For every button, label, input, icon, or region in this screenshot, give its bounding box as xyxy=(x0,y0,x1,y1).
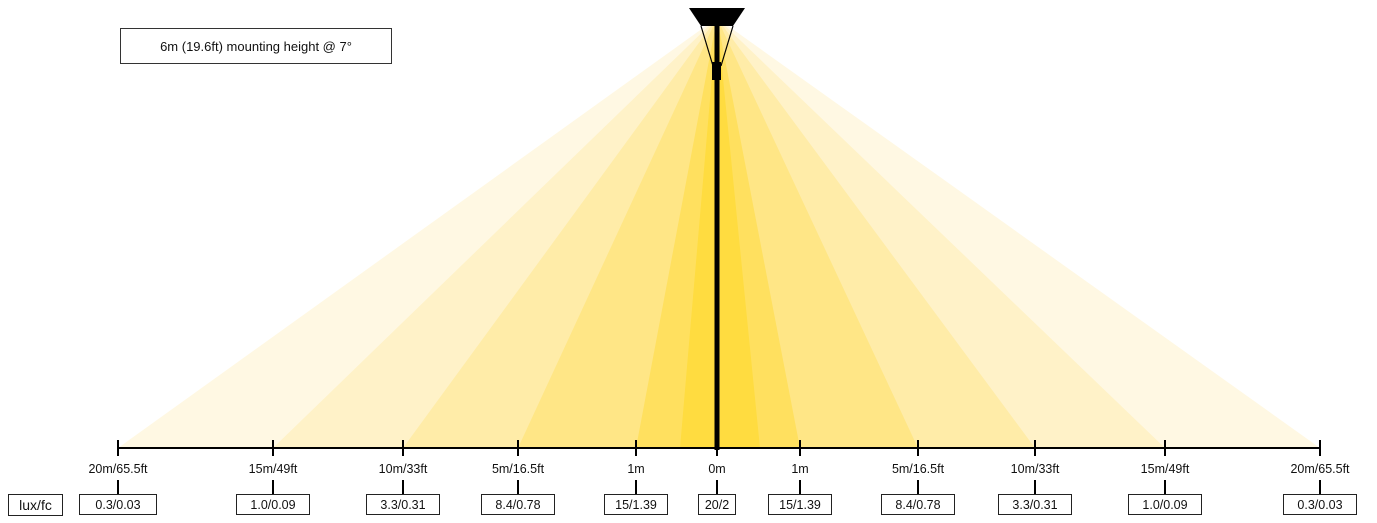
distance-label: 1m xyxy=(627,462,645,476)
mounting-height-caption: 6m (19.6ft) mounting height @ 7° xyxy=(120,28,392,64)
illuminance-value: 1.0/0.09 xyxy=(1128,494,1202,515)
distance-label: 0m xyxy=(708,462,726,476)
beam-core xyxy=(680,18,760,448)
illuminance-value: 3.3/0.31 xyxy=(366,494,440,515)
distance-label: 15m/49ft xyxy=(1140,462,1190,476)
illuminance-value: 8.4/0.78 xyxy=(881,494,955,515)
illuminance-value: 1.0/0.09 xyxy=(236,494,310,515)
distance-label: 15m/49ft xyxy=(248,462,298,476)
distance-label: 10m/33ft xyxy=(1010,462,1060,476)
light-pole xyxy=(714,22,720,450)
illuminance-value: 8.4/0.78 xyxy=(481,494,555,515)
distance-label: 5m/16.5ft xyxy=(891,462,945,476)
illuminance-value: 15/1.39 xyxy=(768,494,832,515)
distance-label: 20m/65.5ft xyxy=(88,462,148,476)
distance-label: 10m/33ft xyxy=(378,462,428,476)
illuminance-value: 20/2 xyxy=(698,494,736,515)
illuminance-value: 0.3/0.03 xyxy=(79,494,157,515)
distance-label: 5m/16.5ft xyxy=(491,462,545,476)
unit-label: lux/fc xyxy=(8,494,63,516)
illuminance-value: 3.3/0.31 xyxy=(998,494,1072,515)
illuminance-value: 0.3/0.03 xyxy=(1283,494,1357,515)
distance-label: 1m xyxy=(791,462,809,476)
illuminance-value: 15/1.39 xyxy=(604,494,668,515)
distance-label: 20m/65.5ft xyxy=(1290,462,1350,476)
